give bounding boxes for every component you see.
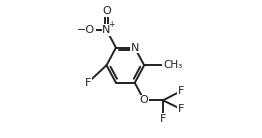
Text: +: +: [108, 20, 114, 29]
Text: F: F: [178, 104, 184, 114]
Text: N: N: [130, 43, 139, 53]
Text: CH₃: CH₃: [163, 60, 182, 70]
Text: F: F: [178, 86, 184, 96]
Text: −O: −O: [77, 25, 95, 35]
Text: F: F: [160, 114, 166, 124]
Text: F: F: [85, 78, 91, 88]
Text: N: N: [102, 25, 111, 35]
Text: O: O: [102, 6, 111, 16]
Text: O: O: [140, 95, 149, 105]
